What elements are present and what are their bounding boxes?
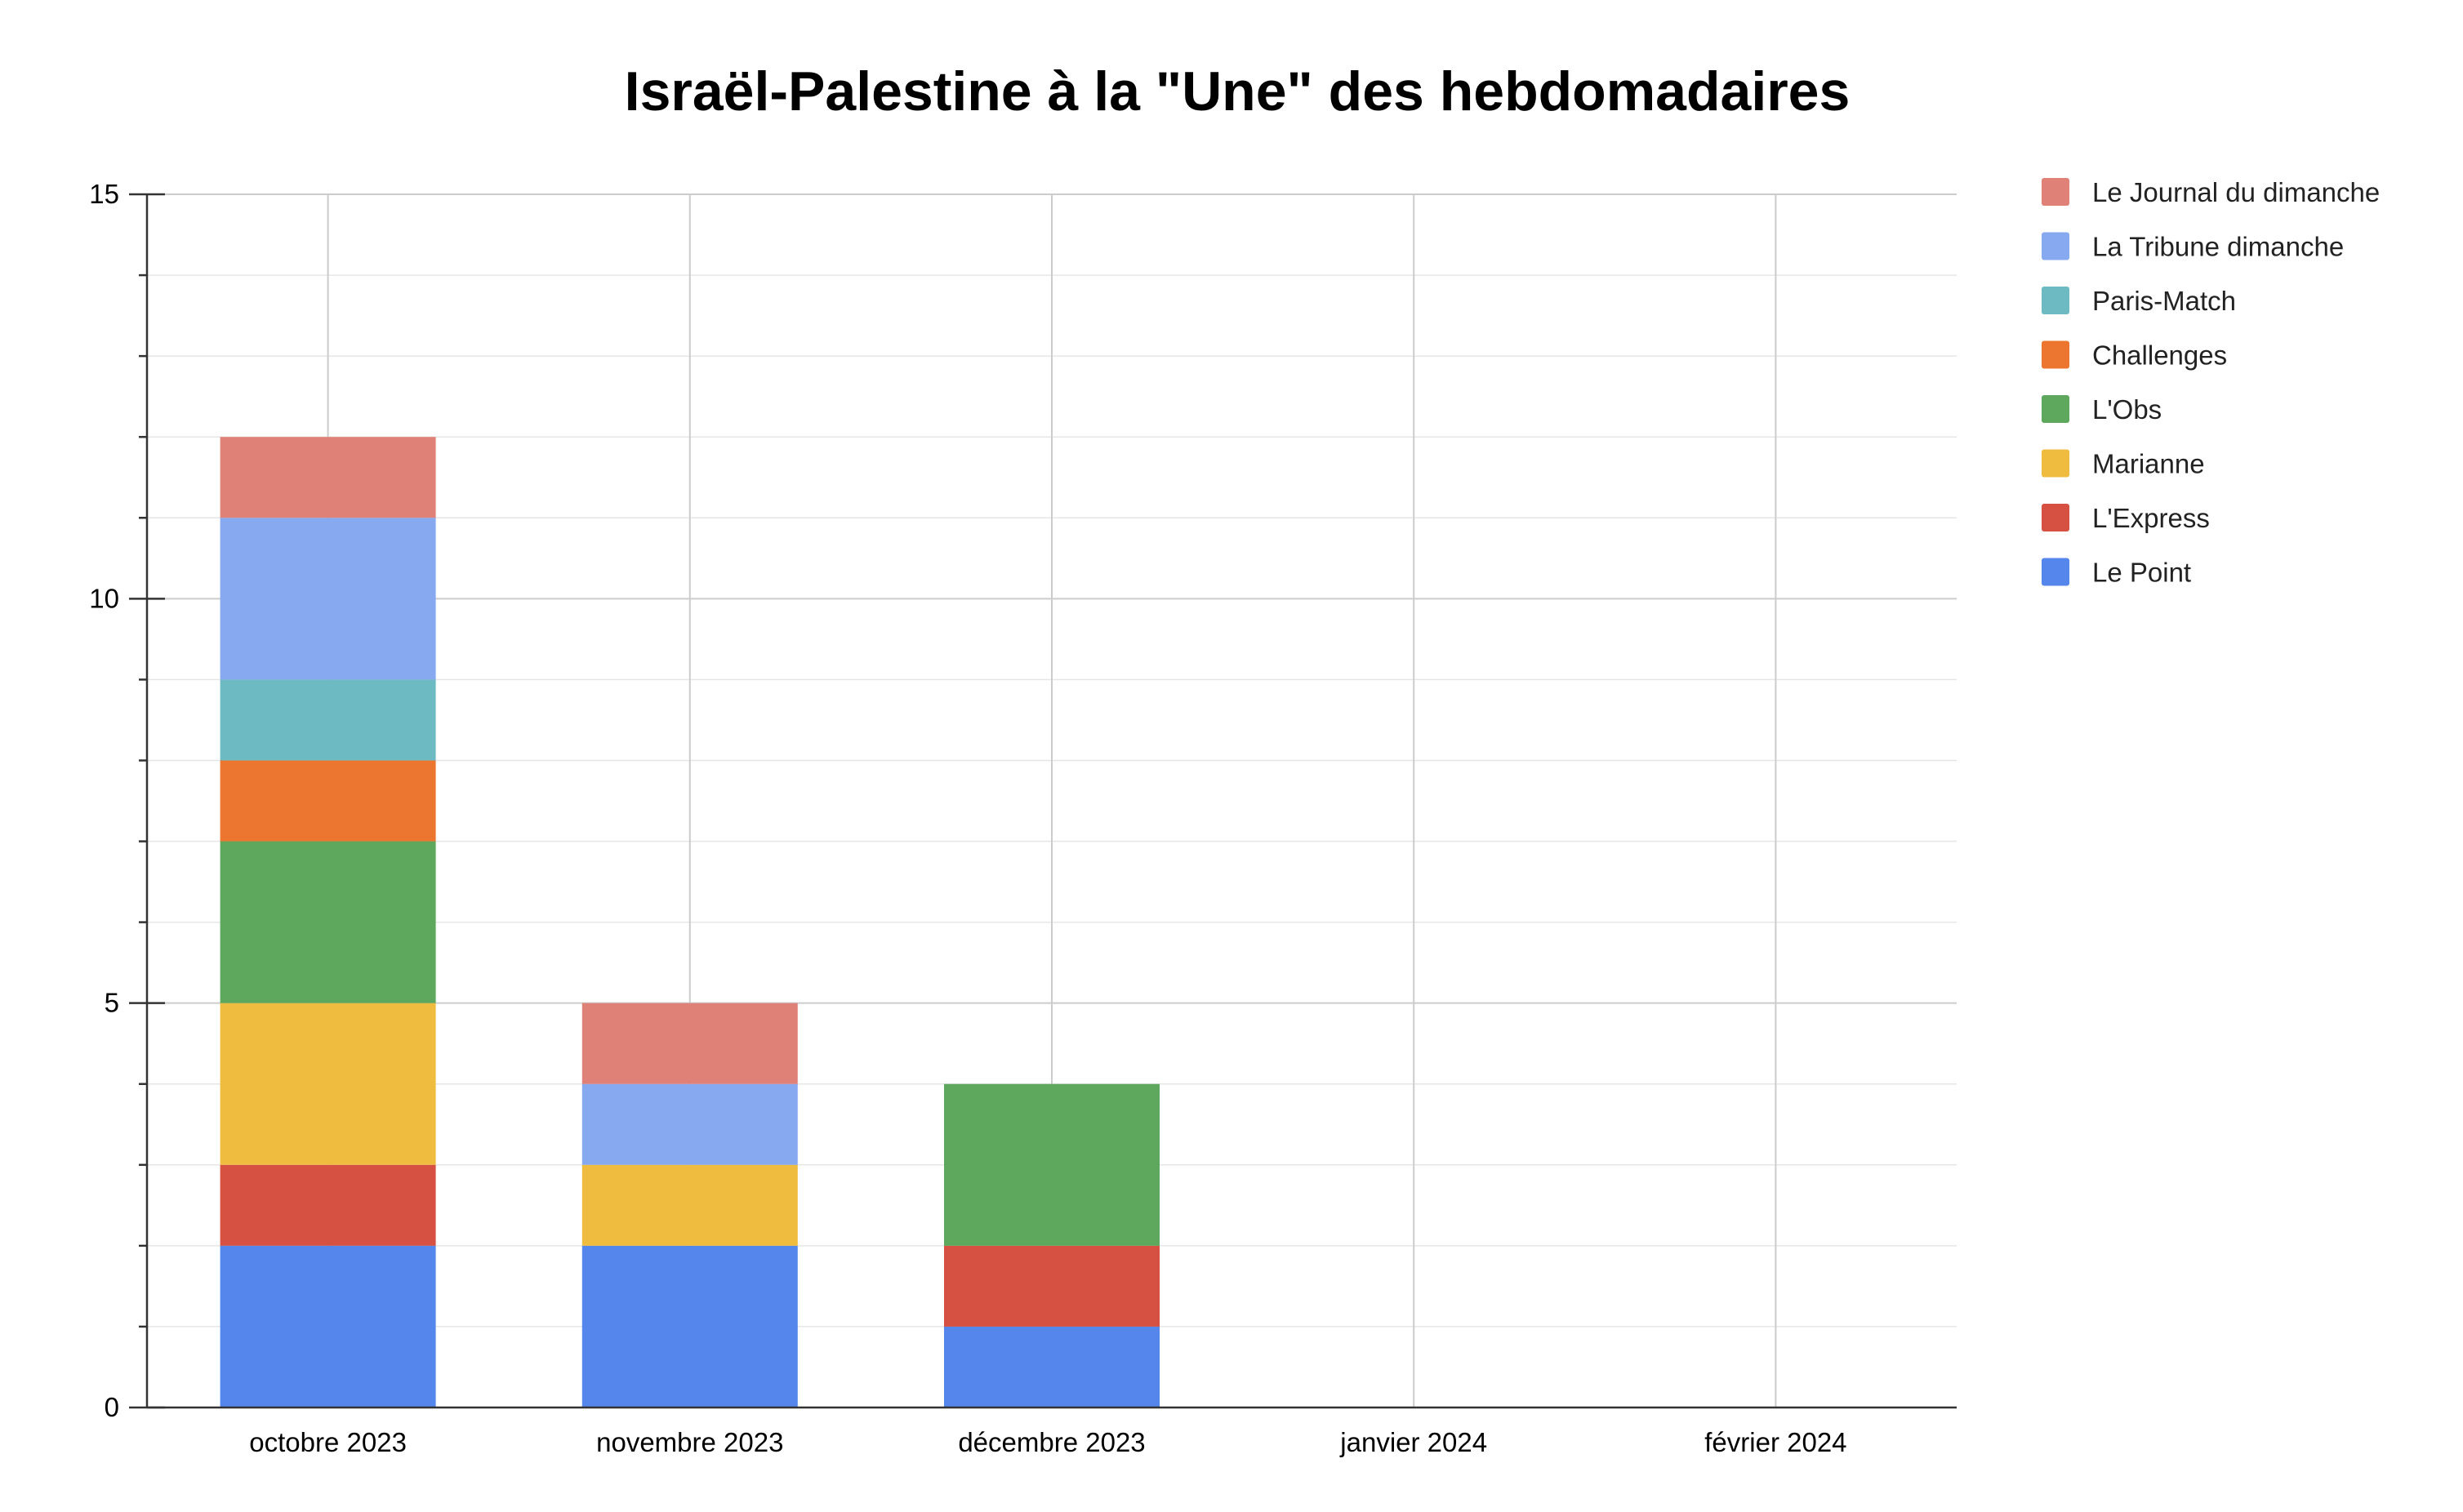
legend-swatch: [2042, 395, 2069, 423]
legend-item: Le Point: [2042, 558, 2191, 588]
bar-segment: [220, 679, 436, 761]
x-tick-label: novembre 2023: [596, 1427, 783, 1457]
bar-segment: [220, 1164, 436, 1246]
legend-swatch: [2042, 340, 2069, 369]
legend-item: Challenges: [2042, 340, 2227, 371]
x-tick-label: octobre 2023: [249, 1427, 407, 1457]
bar-segment: [220, 518, 436, 680]
legend-label: Paris-Match: [2092, 286, 2236, 316]
grid: [147, 193, 1957, 1407]
bar-segment: [220, 841, 436, 1003]
bars: [220, 437, 1160, 1407]
y-tick-label: 10: [89, 583, 119, 613]
chart-title: Israël-Palestine à la "Une" des hebdomad…: [625, 60, 1851, 122]
legend-item: Le Journal du dimanche: [2042, 177, 2380, 207]
y-tick-label: 5: [105, 988, 119, 1018]
x-tick-label: février 2024: [1704, 1427, 1846, 1457]
legend-label: L'Obs: [2092, 394, 2162, 425]
y-tick-label: 15: [89, 179, 119, 209]
bar-segment: [220, 437, 436, 518]
legend-label: Challenges: [2092, 340, 2227, 371]
y-tick-label: 0: [105, 1392, 119, 1422]
legend-label: L'Express: [2092, 503, 2210, 533]
legend-item: Marianne: [2042, 449, 2205, 479]
bar-segment: [581, 1164, 798, 1246]
bar-segment: [220, 760, 436, 842]
legend-swatch: [2042, 287, 2069, 314]
x-tick-label: janvier 2024: [1339, 1427, 1487, 1457]
legend-swatch: [2042, 232, 2069, 260]
bar-segment: [220, 1003, 436, 1165]
bar-segment: [944, 1083, 1160, 1246]
bar-segment: [581, 1083, 798, 1165]
legend-label: Le Journal du dimanche: [2092, 177, 2380, 207]
legend-item: La Tribune dimanche: [2042, 232, 2344, 262]
legend-swatch: [2042, 558, 2069, 586]
legend-label: Le Point: [2092, 558, 2191, 588]
bar-segment: [944, 1326, 1160, 1407]
legend-swatch: [2042, 178, 2069, 206]
legend-item: L'Express: [2042, 503, 2210, 533]
bar-segment: [581, 1003, 798, 1084]
bar-segment: [944, 1245, 1160, 1327]
bar-segment: [581, 1245, 798, 1407]
legend-label: Marianne: [2092, 449, 2205, 479]
legend-swatch: [2042, 504, 2069, 531]
legend-label: La Tribune dimanche: [2092, 232, 2344, 262]
x-tick-label: décembre 2023: [958, 1427, 1145, 1457]
bar-segment: [220, 1245, 436, 1407]
axes: 0 5 10 15 octobre 2023 novembre 2023 décembre …: [89, 179, 1957, 1457]
legend-item: L'Obs: [2042, 394, 2162, 425]
legend: Le Journal du dimanche La Tribune dimanch…: [2042, 177, 2380, 588]
legend-item: Paris-Match: [2042, 286, 2236, 316]
legend-swatch: [2042, 449, 2069, 478]
